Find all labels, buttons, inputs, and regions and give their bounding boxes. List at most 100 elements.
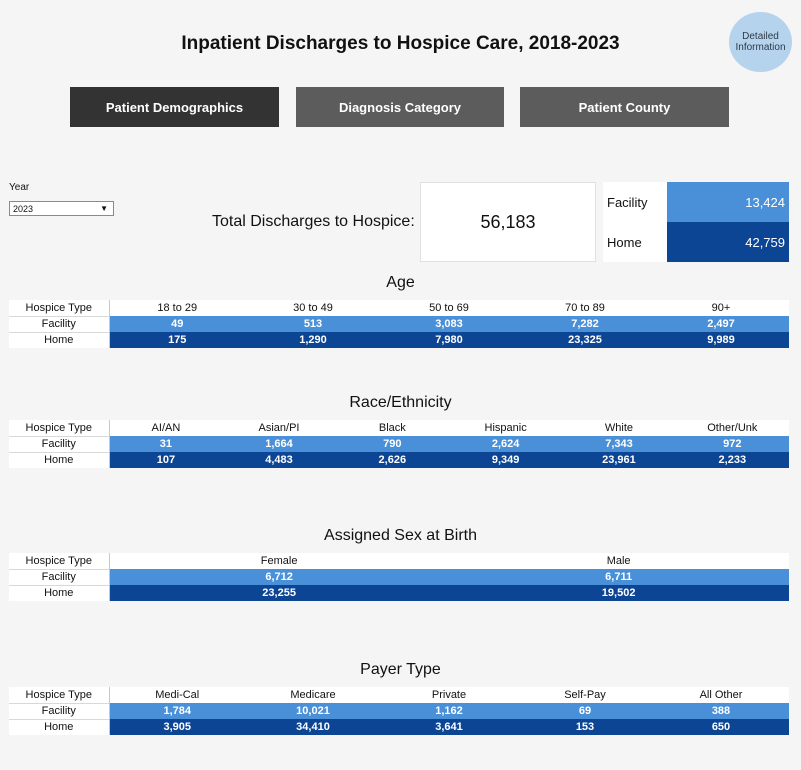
table-cell: 790	[335, 436, 449, 452]
table-header-row: Hospice Type 18 to 29 30 to 49 50 to 69 70 t…	[9, 300, 789, 316]
tab-patient-county[interactable]: Patient County	[520, 87, 729, 127]
table-cell: 175	[109, 332, 245, 348]
table-cell: 2,626	[335, 452, 449, 468]
total-discharges-value: 56,183	[420, 182, 596, 262]
column-header: Black	[335, 420, 449, 436]
hospice-type-header: Hospice Type	[9, 553, 110, 569]
row-label: Facility	[9, 435, 110, 452]
table-cell: 1,162	[381, 703, 517, 719]
table-row: Facility 1,784 10,021 1,162 69 388	[9, 702, 789, 719]
table-row: Home 175 1,290 7,980 23,325 9,989	[9, 331, 789, 348]
column-header: Medi-Cal	[109, 687, 245, 703]
race-ethnicity-section-title: Race/Ethnicity	[349, 394, 452, 411]
table-row: Facility 6,712 6,711	[9, 568, 789, 585]
hospice-type-header: Hospice Type	[9, 687, 110, 703]
age-table: Hospice Type 18 to 29 30 to 49 50 to 69 70 t…	[9, 300, 789, 348]
column-header: 70 to 89	[517, 300, 653, 316]
table-cell: 23,325	[517, 332, 653, 348]
row-label: Home	[9, 331, 110, 348]
table-cell: 19,502	[448, 585, 789, 601]
split-label-home: Home	[603, 222, 667, 262]
year-filter-label: Year	[9, 182, 30, 193]
column-header: All Other	[653, 687, 789, 703]
split-row-home: Home 42,759	[603, 222, 789, 262]
table-cell: 3,083	[381, 316, 517, 332]
column-header: Medicare	[245, 687, 381, 703]
table-cell: 34,410	[245, 719, 381, 735]
table-cell: 23,255	[109, 585, 449, 601]
row-label: Facility	[9, 568, 110, 585]
column-header: White	[562, 420, 676, 436]
column-header: 18 to 29	[109, 300, 245, 316]
table-cell: 9,989	[653, 332, 789, 348]
split-label-facility: Facility	[603, 182, 667, 222]
table-cell: 6,711	[448, 569, 789, 585]
table-header-row: Hospice Type Medi-Cal Medicare Private Self-…	[9, 687, 789, 703]
race-ethnicity-table: Hospice Type AI/AN Asian/PI Black Hispanic Wh…	[9, 420, 789, 468]
table-cell: 23,961	[562, 452, 676, 468]
detailed-information-button[interactable]: Detailed Information	[729, 12, 792, 72]
sex-at-birth-table: Hospice Type Female Male Facility 6,712 6,711…	[9, 553, 789, 601]
table-cell: 513	[245, 316, 381, 332]
table-cell: 3,905	[109, 719, 245, 735]
table-cell: 972	[675, 436, 789, 452]
age-section-title: Age	[386, 274, 415, 291]
table-cell: 2,624	[448, 436, 563, 452]
table-cell: 3,641	[381, 719, 517, 735]
column-header: 90+	[653, 300, 789, 316]
table-cell: 388	[653, 703, 789, 719]
column-header: Hispanic	[448, 420, 563, 436]
table-cell: 31	[109, 436, 223, 452]
table-cell: 2,497	[653, 316, 789, 332]
column-header: AI/AN	[109, 420, 223, 436]
hospice-type-split: Facility 13,424 Home 42,759	[603, 182, 789, 262]
table-row: Facility 49 513 3,083 7,282 2,497	[9, 315, 789, 332]
table-cell: 1,664	[222, 436, 336, 452]
hospice-type-header: Hospice Type	[9, 300, 110, 316]
sex-at-birth-section-title: Assigned Sex at Birth	[324, 527, 477, 544]
table-cell: 7,282	[517, 316, 653, 332]
table-cell: 153	[517, 719, 653, 735]
column-header: Male	[448, 553, 789, 569]
column-header: Self-Pay	[517, 687, 653, 703]
table-row: Home 107 4,483 2,626 9,349 23,961 2,233	[9, 451, 789, 468]
caret-down-icon: ▼	[100, 204, 108, 213]
row-label: Home	[9, 718, 110, 735]
total-discharges-label: Total Discharges to Hospice:	[212, 213, 415, 230]
table-header-row: Hospice Type Female Male	[9, 553, 789, 569]
hospice-type-header: Hospice Type	[9, 420, 110, 436]
table-cell: 10,021	[245, 703, 381, 719]
table-cell: 7,343	[562, 436, 676, 452]
column-header: Asian/PI	[222, 420, 336, 436]
row-label: Facility	[9, 702, 110, 719]
column-header: Other/Unk	[675, 420, 789, 436]
column-header: Private	[381, 687, 517, 703]
table-cell: 69	[517, 703, 653, 719]
tab-patient-demographics[interactable]: Patient Demographics	[70, 87, 279, 127]
column-header: 50 to 69	[381, 300, 517, 316]
table-cell: 650	[653, 719, 789, 735]
tab-diagnosis-category[interactable]: Diagnosis Category	[296, 87, 504, 127]
payer-type-section-title: Payer Type	[360, 661, 441, 678]
payer-type-table: Hospice Type Medi-Cal Medicare Private Self-…	[9, 687, 789, 735]
year-dropdown[interactable]: 2023 ▼	[9, 201, 114, 216]
page-title: Inpatient Discharges to Hospice Care, 20…	[181, 33, 620, 54]
row-label: Facility	[9, 315, 110, 332]
year-dropdown-value: 2023	[13, 203, 34, 214]
table-cell: 7,980	[381, 332, 517, 348]
table-cell: 1,290	[245, 332, 381, 348]
table-cell: 2,233	[675, 452, 789, 468]
column-header: 30 to 49	[245, 300, 381, 316]
row-label: Home	[9, 584, 110, 601]
table-row: Facility 31 1,664 790 2,624 7,343 972	[9, 435, 789, 452]
split-value-facility: 13,424	[667, 182, 789, 222]
table-cell: 1,784	[109, 703, 245, 719]
table-cell: 49	[109, 316, 245, 332]
table-header-row: Hospice Type AI/AN Asian/PI Black Hispanic Wh…	[9, 420, 789, 436]
table-cell: 4,483	[222, 452, 336, 468]
table-cell: 9,349	[448, 452, 563, 468]
column-header: Female	[109, 553, 449, 569]
table-cell: 107	[109, 452, 223, 468]
table-cell: 6,712	[109, 569, 449, 585]
row-label: Home	[9, 451, 110, 468]
